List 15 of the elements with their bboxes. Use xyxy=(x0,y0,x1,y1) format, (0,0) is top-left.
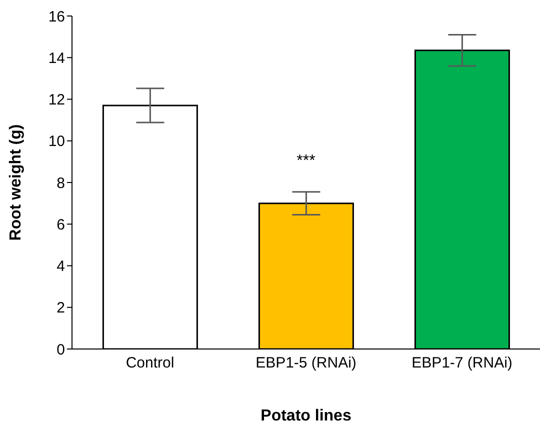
y-tick-label: 10 xyxy=(48,133,65,150)
y-tick-label: 6 xyxy=(56,216,65,234)
x-axis-title: Potato lines xyxy=(260,407,352,424)
x-tick-label: Control xyxy=(126,354,174,372)
y-tick-label: 12 xyxy=(48,92,65,109)
annotation: *** xyxy=(296,152,316,170)
x-tick-label: EBP1-5 (RNAi) xyxy=(256,354,356,372)
x-tick-label: EBP1-7 (RNAi) xyxy=(412,354,512,372)
y-tick-label: 16 xyxy=(48,8,65,26)
y-axis-title: Root weight (g) xyxy=(8,124,25,241)
y-tick-label: 0 xyxy=(56,341,65,358)
y-tick-label: 14 xyxy=(48,50,65,67)
y-tick-label: 4 xyxy=(56,258,65,276)
y-tick-label: 8 xyxy=(56,174,65,192)
y-tick-label: 2 xyxy=(56,300,65,317)
